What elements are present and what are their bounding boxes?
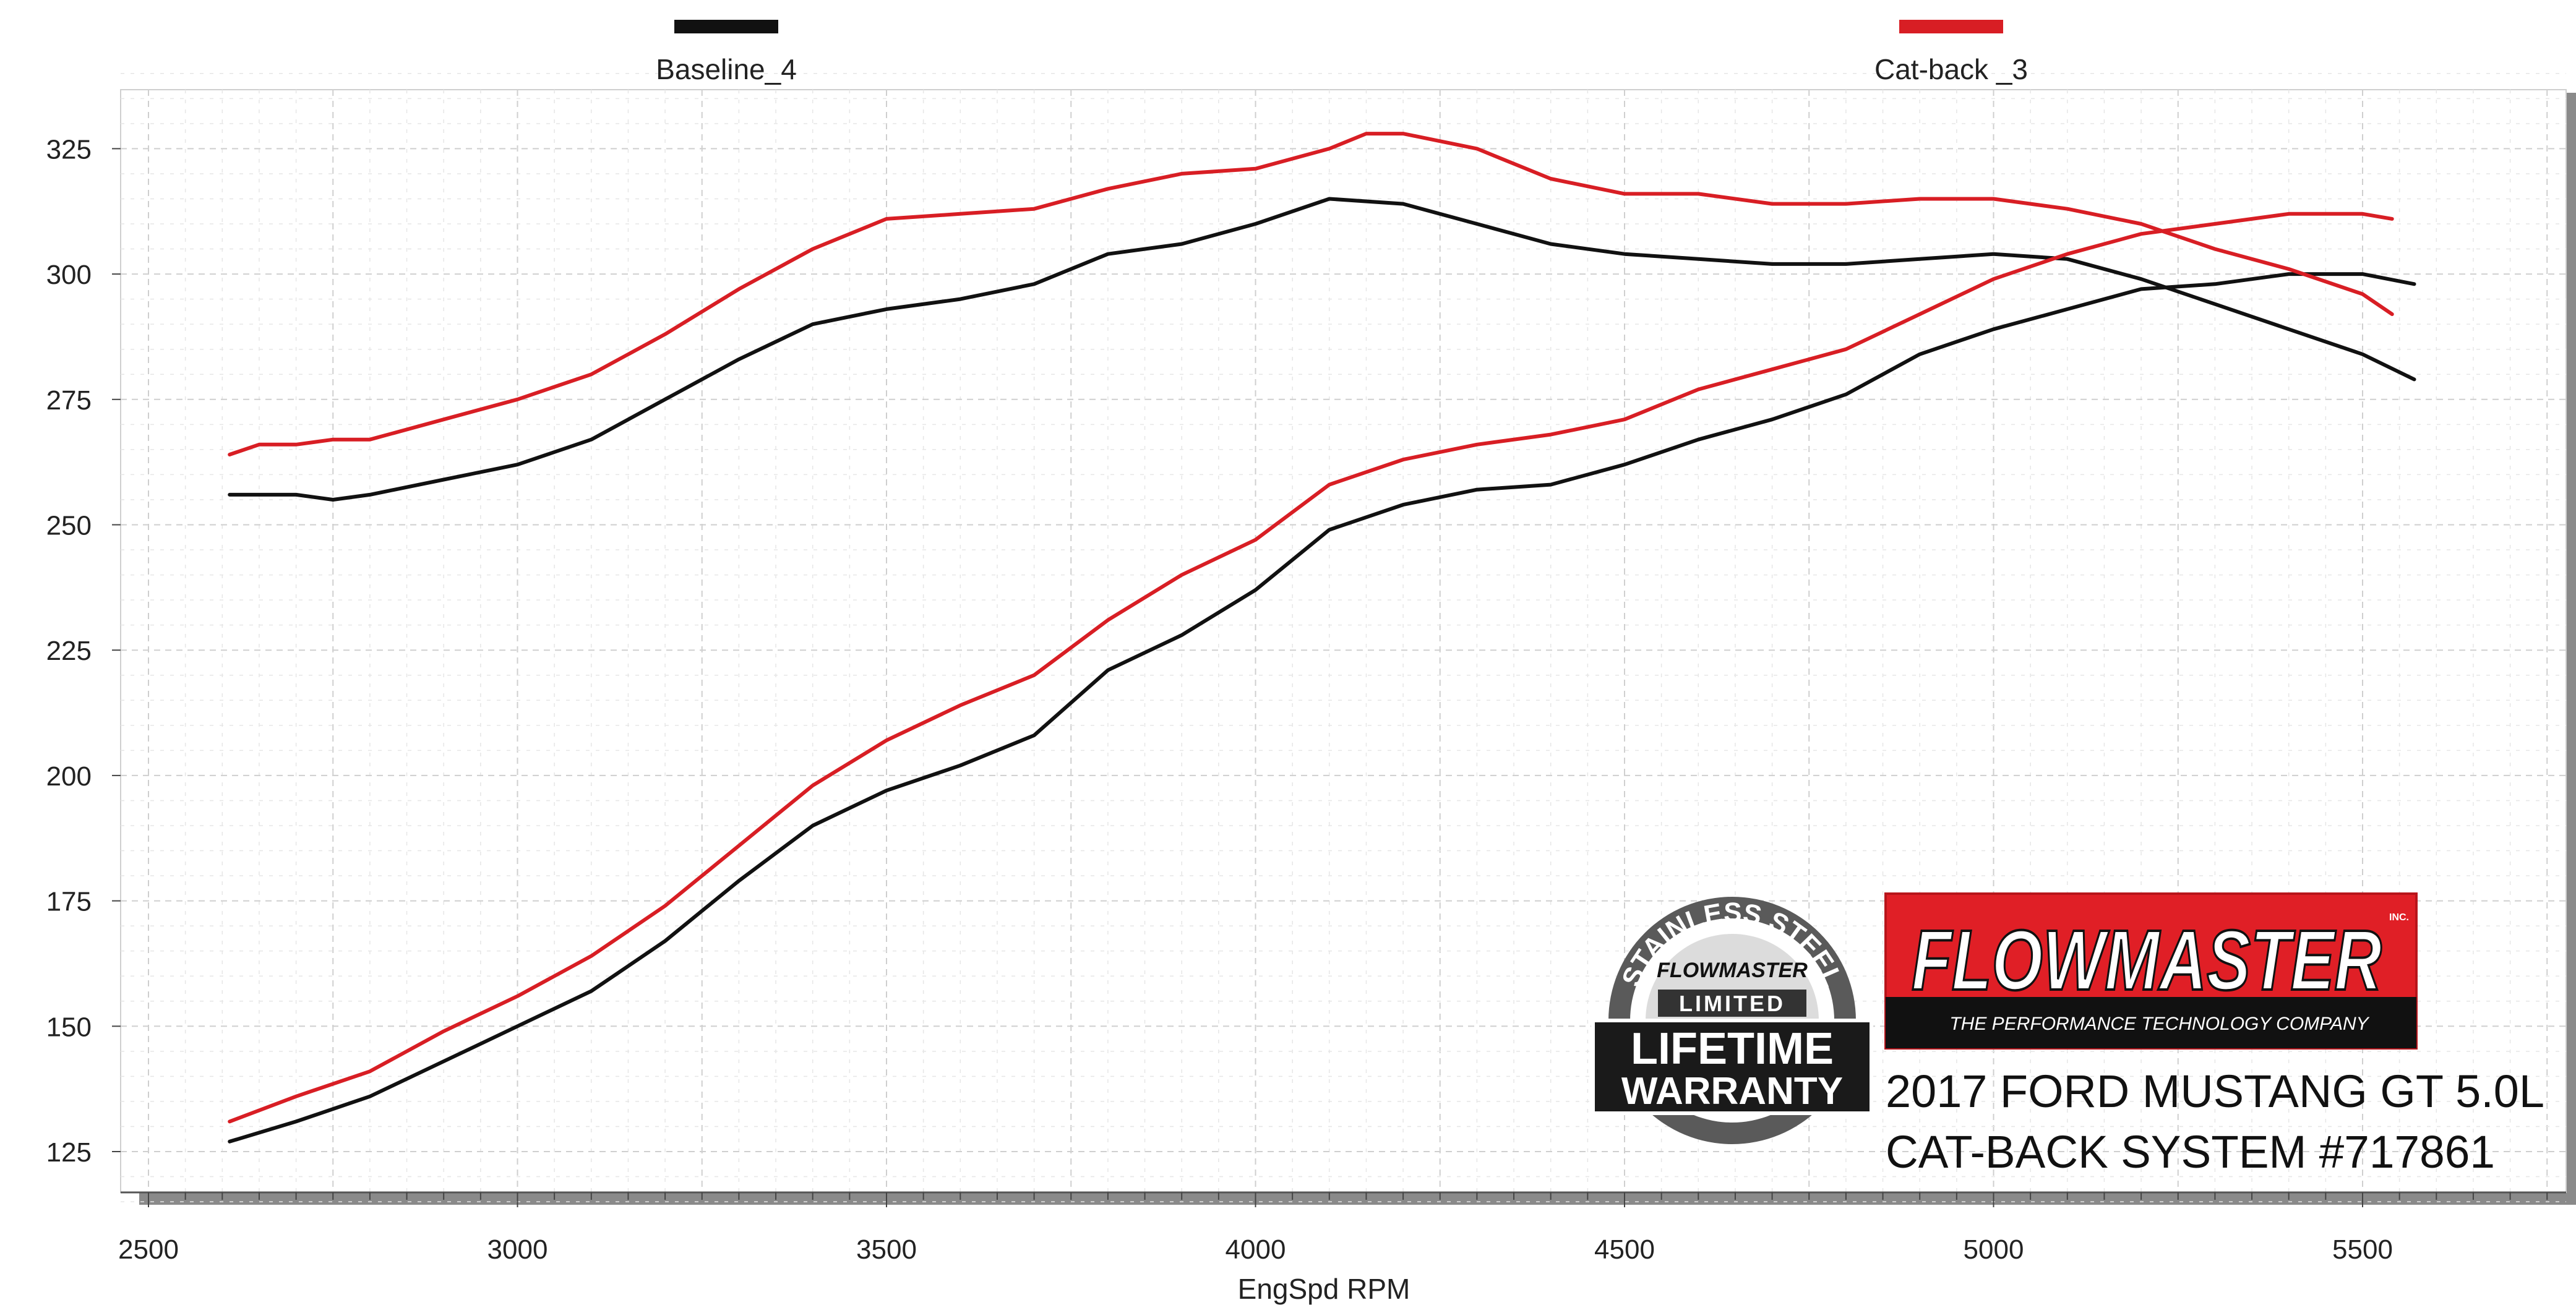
legend: Baseline_4 Cat-back _3 xyxy=(656,20,2028,85)
warranty-badge: STAINLESS STEEL FLOWMASTER LIMITED LIFET… xyxy=(1591,897,1873,1144)
x-tick-label: 2500 xyxy=(118,1234,179,1265)
y-tick-label: 150 xyxy=(46,1012,92,1042)
y-tick-label: 125 xyxy=(46,1137,92,1168)
series-layer xyxy=(228,132,2416,1144)
y-axis: 125 150 175 200 225 250 275 300 325 xyxy=(46,134,121,1168)
logo-wordmark: FLOWMASTER xyxy=(1912,913,2382,1008)
caption-part: CAT-BACK SYSTEM #717861 xyxy=(1886,1126,2495,1178)
logo-tagline-band xyxy=(1886,997,2416,1048)
x-tick-label: 5000 xyxy=(1964,1234,2024,1265)
series-line-catback-horsepower xyxy=(228,212,2394,1124)
badge-lifetime: LIFETIME xyxy=(1631,1024,1834,1074)
series-line-baseline-torque xyxy=(228,197,2416,502)
badge-brand: FLOWMASTER xyxy=(1657,959,1808,982)
badge-limited: LIMITED xyxy=(1679,991,1785,1016)
badge-banner xyxy=(1591,1019,1873,1115)
x-tick-label: 3500 xyxy=(856,1234,917,1265)
caption-vehicle: 2017 FORD MUSTANG GT 5.0L xyxy=(1886,1066,2544,1117)
series-line-baseline-horsepower xyxy=(228,272,2416,1144)
badge-warranty: WARRANTY xyxy=(1621,1070,1843,1113)
flowmaster-logo: FLOWMASTER INC. THE PERFORMANCE TECHNOLO… xyxy=(1884,892,2418,1050)
y-tick-label: 300 xyxy=(46,260,92,290)
plot-shadow-right xyxy=(2566,93,2576,1200)
badge-limited-band xyxy=(1658,990,1806,1017)
y-tick-label: 325 xyxy=(46,134,92,165)
x-tick-label: 5500 xyxy=(2332,1234,2393,1265)
y-tick-label: 250 xyxy=(46,511,92,541)
legend-swatch-baseline xyxy=(674,20,778,33)
logo-tagline: THE PERFORMANCE TECHNOLOGY COMPANY xyxy=(1949,1014,2369,1034)
x-tick-label: 3000 xyxy=(487,1234,548,1265)
series-line-catback-torque xyxy=(228,132,2394,456)
grid xyxy=(121,73,2566,1202)
logo-inc: INC. xyxy=(2389,912,2409,923)
legend-label-catback: Cat-back _3 xyxy=(1874,53,2028,85)
y-tick-label: 275 xyxy=(46,385,92,416)
plot-shadow-bottom xyxy=(139,1192,2576,1205)
x-tick-label: 4000 xyxy=(1226,1234,1286,1265)
y-tick-label: 225 xyxy=(46,636,92,666)
x-axis: 2500 3000 3500 4000 4500 5000 5500 xyxy=(118,1191,2566,1265)
x-axis-title: EngSpd RPM xyxy=(1238,1273,1410,1305)
x-tick-label: 4500 xyxy=(1594,1234,1655,1265)
y-tick-label: 175 xyxy=(46,887,92,917)
y-tick-label: 200 xyxy=(46,761,92,792)
legend-label-baseline: Baseline_4 xyxy=(656,53,797,85)
legend-swatch-catback xyxy=(1899,20,2003,33)
